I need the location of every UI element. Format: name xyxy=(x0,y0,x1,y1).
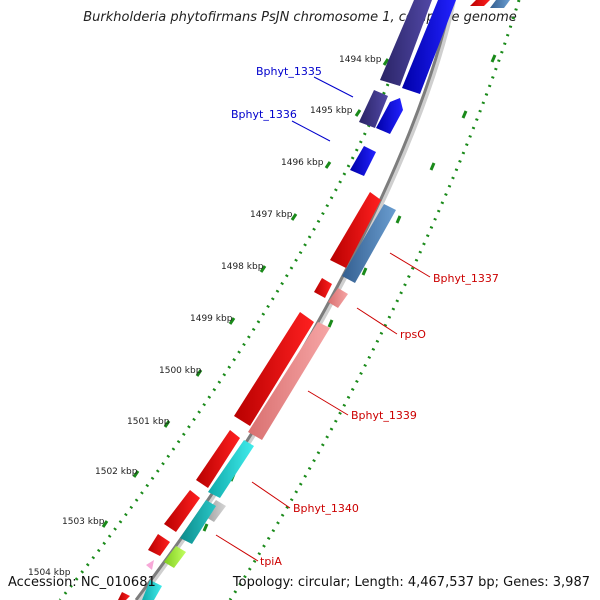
gene-feature-red-small[interactable] xyxy=(148,534,170,556)
accession-text: Accession: NC_010681 xyxy=(8,575,156,590)
ruler-label: 1497 kbp xyxy=(250,210,293,220)
ruler-label: 1502 kbp xyxy=(95,467,138,477)
gene-feature-bphyt1340-red[interactable] xyxy=(196,430,240,488)
inner-ruler-line xyxy=(58,0,422,600)
gene-feature-bphyt1335[interactable] xyxy=(380,0,432,86)
inner-ticks xyxy=(101,58,390,528)
gene-feature-bphyt1337[interactable] xyxy=(330,192,381,268)
gene-label-bphyt1340[interactable]: Bphyt_1340 xyxy=(293,502,359,515)
ruler-label: 1501 kbp xyxy=(127,417,170,427)
ruler-label: 1494 kbp xyxy=(339,55,382,65)
gene-feature-bphyt1335-small[interactable] xyxy=(359,90,388,128)
ruler-label: 1495 kbp xyxy=(310,106,353,116)
gene-feature-blue[interactable] xyxy=(402,0,456,94)
gene-feature-pink-small[interactable] xyxy=(328,288,348,308)
gene-label-bphyt1336[interactable]: Bphyt_1336 xyxy=(231,108,297,121)
gene-feature-steel-mid[interactable] xyxy=(342,204,396,283)
ruler-label: 1498 kbp xyxy=(221,262,264,272)
gene-feature-grey[interactable] xyxy=(204,500,226,522)
ruler-label: 1504 kbp xyxy=(28,568,71,578)
gene-label-rpso[interactable]: rpsO xyxy=(400,328,426,341)
gene-label-bphyt1339[interactable]: Bphyt_1339 xyxy=(351,409,417,422)
outer-ticks xyxy=(202,54,497,532)
callout-lines xyxy=(215,76,431,562)
gene-feature-bphyt1340-cyan[interactable] xyxy=(208,440,254,498)
gene-feature-bphyt1339-pink[interactable] xyxy=(248,322,330,440)
gene-feature-tpia-teal[interactable] xyxy=(180,500,216,544)
outer-ruler-line xyxy=(228,0,521,600)
gene-feature-bphyt1339-red[interactable] xyxy=(234,312,314,426)
gene-feature-pink-tiny[interactable] xyxy=(146,560,154,570)
gene-label-bphyt1335[interactable]: Bphyt_1335 xyxy=(256,65,322,78)
gene-feature-lime[interactable] xyxy=(164,546,186,568)
ruler-labels: 1494 kbp 1495 kbp 1496 kbp 1497 kbp 1498… xyxy=(28,55,382,578)
gene-feature-blue-small[interactable] xyxy=(350,146,376,176)
gene-label-bphyt1337[interactable]: Bphyt_1337 xyxy=(433,272,499,285)
gene-feature-rpso[interactable] xyxy=(314,278,332,298)
gene-feature-red-top[interactable] xyxy=(470,0,490,6)
gene-feature-bphyt1336[interactable] xyxy=(376,98,403,134)
gene-feature-tpia-red[interactable] xyxy=(164,490,200,532)
gene-labels: Bphyt_1335 Bphyt_1336 Bphyt_1337 rpsO Bp… xyxy=(231,65,499,568)
gene-feature-red-bottom[interactable] xyxy=(118,592,130,600)
ruler-label: 1500 kbp xyxy=(159,366,202,376)
gene-label-tpia[interactable]: tpiA xyxy=(260,555,282,568)
ruler-label: 1499 kbp xyxy=(190,314,233,324)
ruler-label: 1503 kbp xyxy=(62,517,105,527)
gene-feature-cyan-bottom[interactable] xyxy=(142,580,162,600)
gene-feature-steel-top[interactable] xyxy=(490,0,510,8)
ruler-label: 1496 kbp xyxy=(281,158,324,168)
genome-summary: Topology: circular; Length: 4,467,537 bp… xyxy=(232,575,590,590)
